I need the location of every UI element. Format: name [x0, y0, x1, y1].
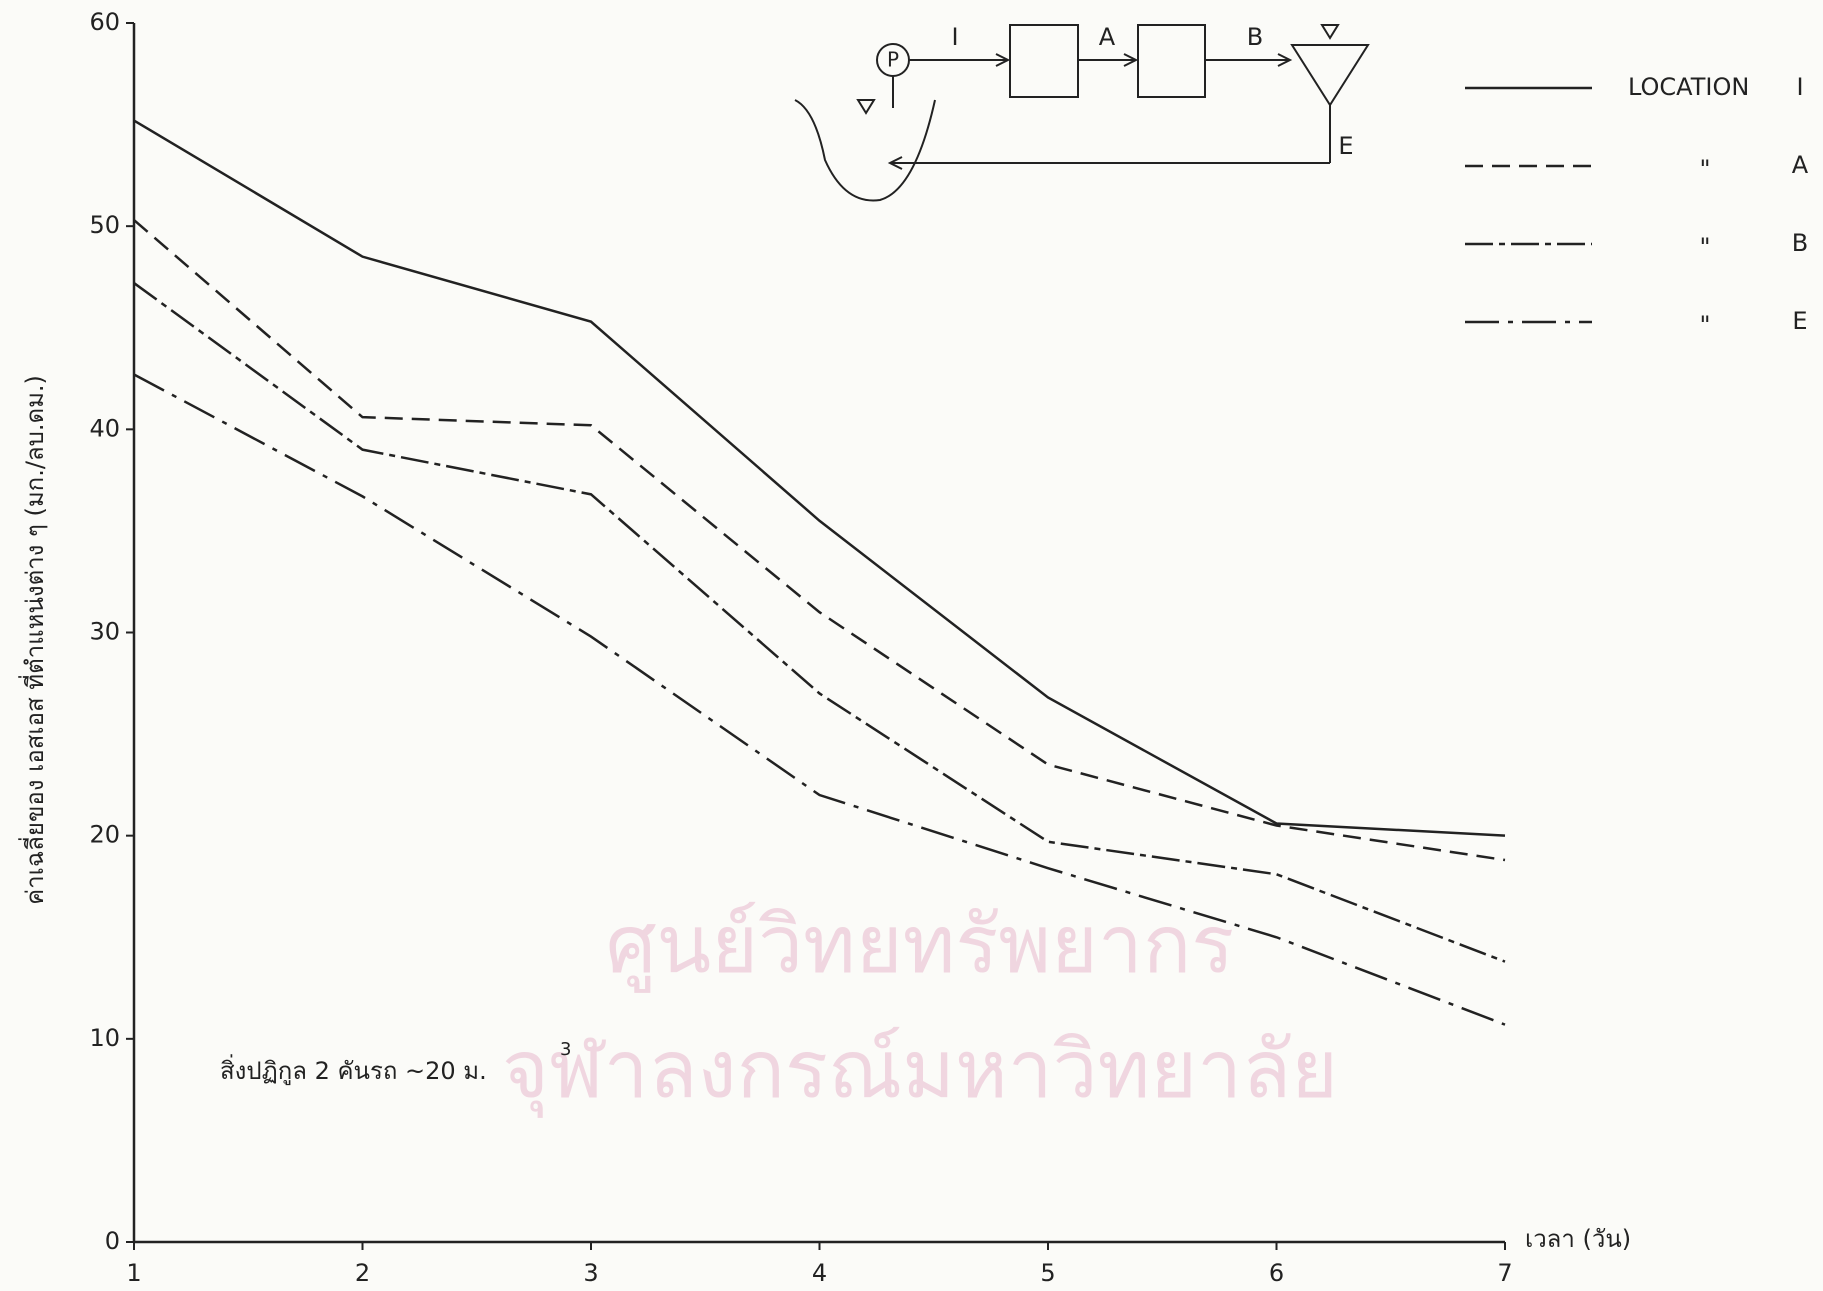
- legend-prefix: LOCATION: [1628, 73, 1749, 101]
- legend-label: A: [1792, 151, 1809, 179]
- diagram-label: I: [951, 23, 958, 51]
- y-tick-label: 20: [89, 821, 120, 849]
- diagram-label: B: [1247, 23, 1263, 51]
- x-tick-label: 4: [812, 1259, 827, 1287]
- legend-label: E: [1792, 307, 1807, 335]
- legend-ditto: ": [1699, 311, 1710, 339]
- x-tick-label: 3: [583, 1259, 598, 1287]
- x-tick-label: 1: [126, 1259, 141, 1287]
- legend-ditto: ": [1699, 155, 1710, 183]
- legend-label: I: [1796, 73, 1803, 101]
- y-tick-label: 40: [89, 414, 120, 442]
- process-diagram: [795, 25, 1368, 201]
- legend-label: B: [1792, 229, 1808, 257]
- series-line: [134, 220, 1505, 860]
- annotation: สิ่งปฏิกูล 2 คันรถ ~20 ม.: [220, 1054, 487, 1086]
- x-tick-label: 6: [1269, 1259, 1284, 1287]
- watermark: ศูนย์วิทยทรัพยากร: [606, 898, 1235, 993]
- y-tick-label: 50: [89, 211, 120, 239]
- diagram-label: E: [1338, 132, 1353, 160]
- x-tick-label: 5: [1040, 1259, 1055, 1287]
- diagram-label: P: [887, 48, 899, 72]
- series-line: [134, 121, 1505, 836]
- x-tick-label: 2: [355, 1259, 370, 1287]
- y-tick-label: 60: [89, 8, 120, 36]
- y-tick-label: 10: [89, 1024, 120, 1052]
- x-axis-label: เวลา (วัน): [1525, 1225, 1631, 1253]
- diagram-label: A: [1099, 23, 1116, 51]
- legend-ditto: ": [1699, 233, 1710, 261]
- y-tick-label: 0: [105, 1227, 120, 1255]
- x-tick-label: 7: [1497, 1259, 1512, 1287]
- y-tick-label: 30: [89, 618, 120, 646]
- watermark: จุฬาลงกรณ์มหาวิทยาลัย: [502, 1023, 1338, 1118]
- annotation-superscript: 3: [560, 1039, 571, 1060]
- y-axis-label: ค่าเฉลี่ยของ เอสเอส ที่ตำแหน่งต่าง ๆ (มก…: [18, 375, 49, 905]
- series-line: [134, 283, 1505, 962]
- chart: ศูนย์วิทยทรัพยากร จุฬาลงกรณ์มหาวิทยาลัย …: [0, 0, 1823, 1291]
